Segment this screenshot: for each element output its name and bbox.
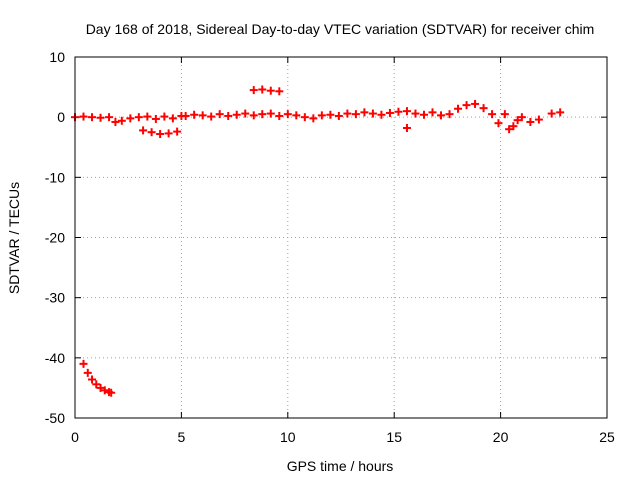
data-point [534,115,543,124]
data-point [402,107,411,116]
data-point [377,110,386,119]
data-point [181,111,190,120]
data-point [215,110,224,119]
data-point [134,113,143,122]
data-point [249,111,258,120]
data-point [488,110,497,119]
data-point [394,107,403,116]
data-point [411,109,420,118]
data-point [79,112,88,121]
data-point [360,108,369,117]
x-tick-label: 25 [599,429,615,445]
data-point [92,380,101,389]
plot-border [74,56,608,419]
data-point [526,117,535,126]
data-point [505,125,514,134]
data-point [249,86,258,95]
data-point [151,114,160,123]
data-point [283,110,292,119]
data-point [547,109,556,118]
data-point [517,113,526,122]
data-point [445,110,454,119]
data-point [156,130,165,139]
y-tick-label: -20 [45,230,65,246]
x-tick-label: 0 [71,429,79,445]
data-point [143,112,152,121]
data-point [100,386,109,395]
x-axis-label: GPS time / hours [287,458,394,474]
data-point [232,110,241,119]
data-point [83,368,92,377]
data-point [437,111,446,120]
data-point [88,113,97,122]
data-point [79,359,88,368]
data-point [513,116,522,125]
data-point [164,129,173,138]
data-point [266,86,275,95]
data-point [88,375,97,384]
data-point [105,113,114,122]
data-point [471,99,480,108]
data-point [107,388,116,397]
data-point [556,108,565,117]
y-tick-label: -40 [45,350,65,366]
data-point [309,114,318,123]
data-point [173,127,182,136]
data-point [96,113,105,122]
data-point [147,128,156,137]
data-point [126,114,135,123]
x-tick-label: 20 [493,429,509,445]
data-point [96,383,105,392]
data-point [292,111,301,120]
x-tick-label: 5 [178,429,186,445]
data-point [241,109,250,118]
y-tick-label: -30 [45,290,65,306]
data-point [351,110,360,119]
data-point [168,114,177,123]
data-point [117,116,126,125]
x-tick-label: 15 [386,429,402,445]
x-tick-labels: 0 5 10 15 20 25 [71,429,615,445]
y-tick-label: 0 [57,109,65,125]
y-tick-label: -10 [45,169,65,185]
data-point [207,112,216,121]
data-point [494,119,503,128]
data-point [343,109,352,118]
chart-title: Day 168 of 2018, Sidereal Day-to-day VTE… [86,21,595,37]
data-point [317,111,326,120]
data-point [326,110,335,119]
data-point [198,111,207,120]
data-point [419,110,428,119]
data-point [139,126,148,135]
y-tick-label: -50 [45,410,65,426]
data-point [258,110,267,119]
data-point [462,101,471,110]
data-point [275,87,284,96]
data-point [334,111,343,120]
data-point [368,109,377,118]
x-tick-label: 10 [280,429,296,445]
data-point [160,112,169,121]
data-point [258,85,267,94]
data-point [385,108,394,117]
y-tick-labels: 10 0 -10 -20 -30 -40 -50 [45,49,65,426]
y-axis-label: SDTVAR / TECUs [6,182,22,294]
data-point [428,108,437,117]
data-point [509,122,518,131]
data-point [500,110,509,119]
data-point [266,109,275,118]
data-point [300,113,309,122]
data-point [275,111,284,120]
y-tick-label: 10 [49,49,65,65]
data-point [479,104,488,113]
data-point [454,104,463,113]
data-points [71,85,565,397]
data-point [190,110,199,119]
data-point [402,123,411,132]
data-point [224,111,233,120]
data-point [111,117,120,126]
